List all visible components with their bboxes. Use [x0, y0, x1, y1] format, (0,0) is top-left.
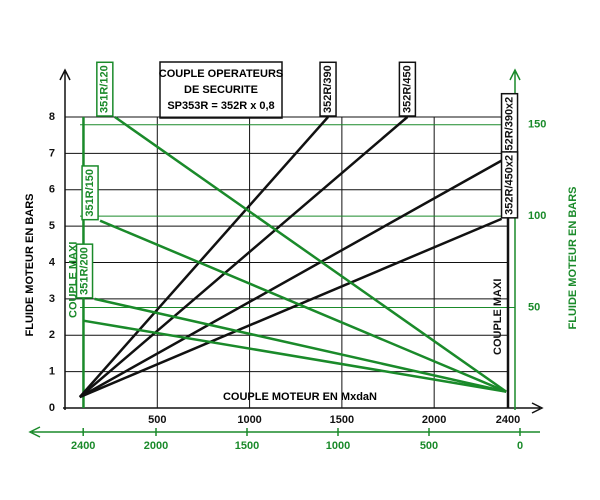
annotation: COUPLE OPERATEURS — [159, 68, 283, 80]
series-line — [79, 159, 503, 399]
label-box — [81, 165, 99, 221]
y-axis — [59, 68, 71, 410]
y-tick-label: 0 — [49, 402, 55, 414]
y-tick-label: 2 — [49, 329, 55, 341]
series-line — [83, 319, 507, 393]
label-box — [398, 61, 417, 117]
x-tick-label: 1500 — [330, 414, 354, 426]
x-tick-label: 1000 — [237, 414, 261, 426]
x2-tick-label: 2000 — [144, 440, 168, 452]
y-tick-label: 1 — [49, 366, 55, 378]
series-label: 351R/200 — [78, 247, 90, 295]
y-tick-label: 8 — [49, 111, 55, 123]
x2-tick-label: 1000 — [326, 440, 350, 452]
x2-tick-label: 500 — [420, 440, 438, 452]
x2-tick-label: 2400 — [71, 440, 95, 452]
y-tick-label: 4 — [49, 256, 56, 268]
series-line — [79, 217, 503, 399]
y-tick-label: 7 — [49, 147, 55, 159]
series-label: 352R/390 — [322, 65, 334, 113]
y2-tick-label: 50 — [528, 301, 540, 313]
label-box — [96, 61, 114, 117]
x2-tick-label: 0 — [517, 440, 523, 452]
y-tick-label: 5 — [49, 220, 55, 232]
x-tick-label: 2000 — [422, 414, 446, 426]
x-tick-label: 500 — [148, 414, 166, 426]
series-line — [78, 116, 329, 398]
annotation: SP353R = 352R x 0,8 — [167, 100, 274, 112]
series-label: 351R/120 — [99, 65, 111, 113]
series-label: 352R/450x2 — [503, 155, 515, 215]
label-box — [500, 151, 519, 219]
y-tick-label: 6 — [49, 184, 55, 196]
x-tick-label: 2400 — [496, 414, 520, 426]
series-label: 352R/450 — [401, 65, 413, 113]
series-line — [114, 115, 507, 393]
y-tick-label: 3 — [49, 293, 55, 305]
x-axis-title: COUPLE MOTEUR EN MxdaN — [223, 391, 377, 403]
y2-tick-label: 150 — [528, 119, 546, 131]
series-label: COUPLE MAXI — [492, 279, 504, 355]
y2-tick-label: 100 — [528, 210, 546, 222]
label-box — [75, 243, 94, 299]
series-line — [94, 297, 507, 393]
annotation-box — [159, 61, 283, 119]
series-label: 352R/390x2 — [503, 97, 515, 157]
x2-tick-label: 1500 — [235, 440, 259, 452]
series-label: 351R/150 — [84, 169, 96, 217]
label-box — [319, 61, 337, 117]
series-line — [78, 116, 409, 399]
x2-axis — [28, 426, 540, 438]
series-line — [99, 219, 507, 393]
y2-axis-title: FLUIDE MOTEUR EN BARS — [567, 187, 579, 330]
y-axis-title: FLUIDE MOTEUR EN BARS — [24, 194, 36, 337]
annotation: DE SECURITE — [184, 84, 258, 96]
